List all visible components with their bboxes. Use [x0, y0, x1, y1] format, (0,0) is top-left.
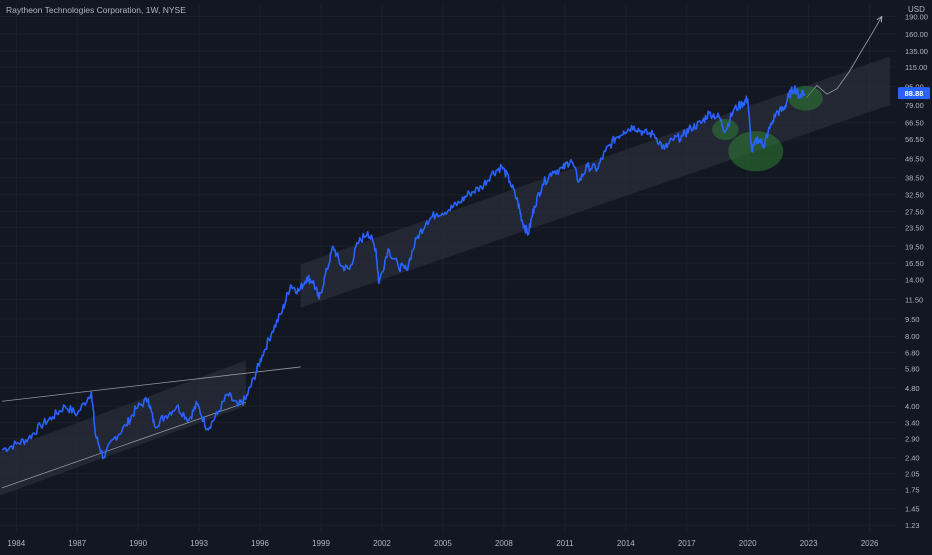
y-tick-label: 9.50: [905, 315, 920, 324]
y-tick-label: 8.00: [905, 332, 920, 341]
y-tick-label: 1.23: [905, 521, 920, 530]
x-tick-label: 2026: [861, 539, 879, 548]
x-tick-label: 2014: [617, 539, 635, 548]
y-tick-label: 1.45: [905, 505, 920, 514]
y-tick-label: 4.80: [905, 384, 920, 393]
y-tick-label: 5.80: [905, 365, 920, 374]
channel-band: [300, 56, 890, 308]
y-tick-label: 3.40: [905, 419, 920, 428]
y-tick-label: 4.00: [905, 402, 920, 411]
x-tick-label: 1984: [7, 539, 25, 548]
y-tick-label: 56.50: [905, 135, 924, 144]
trend-line: [1, 366, 301, 402]
y-tick-label: 16.50: [905, 259, 924, 268]
series-layer: [1, 85, 806, 460]
axis-layer: 1984 1987 1990 1993 1996 1999 2002 2005 2008 2011…: [7, 12, 930, 548]
y-tick-label: 27.50: [905, 208, 924, 217]
x-tick-label: 2002: [373, 539, 391, 548]
current-price-label: 88.88: [905, 89, 924, 98]
y-tick-label: 160.00: [905, 30, 928, 39]
x-tick-label: 1999: [312, 539, 330, 548]
y-tick-label: 115.00: [905, 63, 927, 72]
y-tick-label: 11.50: [905, 296, 923, 305]
y-tick-label: 66.50: [905, 118, 924, 127]
projection-arrowhead: [876, 15, 883, 23]
x-tick-label: 1996: [251, 539, 269, 548]
trend-line-layer: [1, 15, 883, 489]
y-tick-label: 2.05: [905, 470, 920, 479]
x-tick-label: 2017: [678, 539, 696, 548]
y-tick-label: 95.00: [905, 82, 924, 91]
y-tick-label: 6.80: [905, 349, 920, 358]
y-tick-label: 46.50: [905, 155, 924, 164]
x-tick-label: 2011: [556, 539, 574, 548]
trend-line: [1, 402, 246, 489]
y-tick-label: 2.90: [905, 435, 920, 444]
y-tick-label: 23.50: [905, 223, 924, 232]
y-tick-label: 14.00: [905, 276, 924, 285]
y-tick-label: 32.50: [905, 191, 924, 200]
current-price-badge: [898, 87, 930, 100]
y-tick-label: 2.40: [905, 454, 920, 463]
x-tick-label: 1990: [129, 539, 147, 548]
highlight-circle: [728, 131, 784, 172]
x-tick-label: 2008: [495, 539, 513, 548]
x-tick-label: 2005: [434, 539, 452, 548]
y-axis-unit: USD: [908, 5, 925, 14]
y-tick-label: 190.00: [905, 12, 928, 21]
y-tick-label: 19.50: [905, 242, 924, 251]
y-tick-label: 1.75: [905, 486, 920, 495]
y-tick-label: 38.50: [905, 174, 924, 183]
projection-path: [806, 16, 883, 98]
y-tick-label: 135.00: [905, 47, 928, 56]
price-line: [1, 85, 806, 460]
chart-title: Raytheon Technologies Corporation, 1W, N…: [6, 5, 186, 15]
x-tick-label: 2020: [739, 539, 757, 548]
x-tick-label: 1993: [190, 539, 208, 548]
highlight-circle: [712, 118, 739, 141]
y-tick-label: 79.00: [905, 101, 924, 110]
x-tick-label: 2023: [800, 539, 818, 548]
x-tick-label: 1987: [68, 539, 86, 548]
